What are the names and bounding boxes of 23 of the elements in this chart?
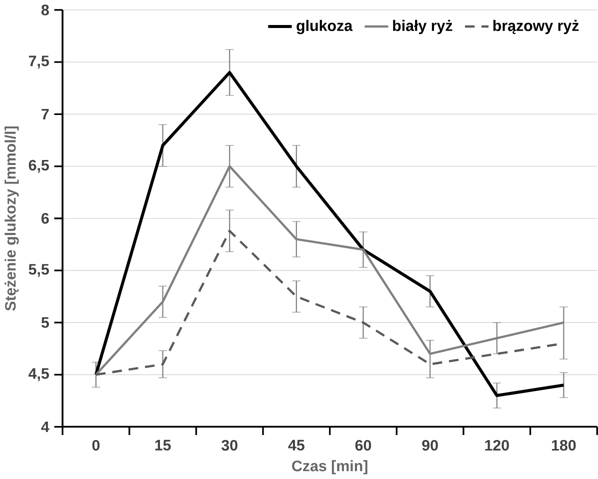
- x-tick-label: 180: [552, 440, 576, 451]
- y-tick-label: 7: [42, 109, 49, 120]
- x-tick-label: 60: [355, 440, 372, 451]
- legend-label: biały ryż: [393, 20, 452, 34]
- legend-label: glukoza: [296, 20, 353, 34]
- x-tick-label: 15: [155, 440, 171, 451]
- x-tick-label: 120: [485, 440, 509, 451]
- x-tick-label: 90: [422, 440, 438, 451]
- x-tick-label: 30: [221, 440, 238, 451]
- y-tick-label: 8: [41, 4, 49, 16]
- x-tick-label: 45: [288, 440, 304, 451]
- x-tick-label: 0: [92, 440, 100, 451]
- y-axis-title: Stężenie glukozy [mmol/l]: [4, 126, 19, 311]
- y-tick-label: 7,5: [28, 56, 49, 69]
- y-tick-label: 4: [41, 422, 50, 432]
- y-tick-label: 6,5: [28, 160, 49, 173]
- y-tick-label: 5,5: [28, 264, 49, 277]
- y-tick-label: 5: [41, 317, 49, 328]
- y-tick-label: 6: [42, 213, 49, 224]
- line-series: [94, 71, 566, 398]
- legend-label: brązowy ryż: [493, 20, 579, 34]
- y-tick-label: 4,5: [28, 368, 49, 382]
- x-axis-title: Czas [min]: [292, 460, 368, 474]
